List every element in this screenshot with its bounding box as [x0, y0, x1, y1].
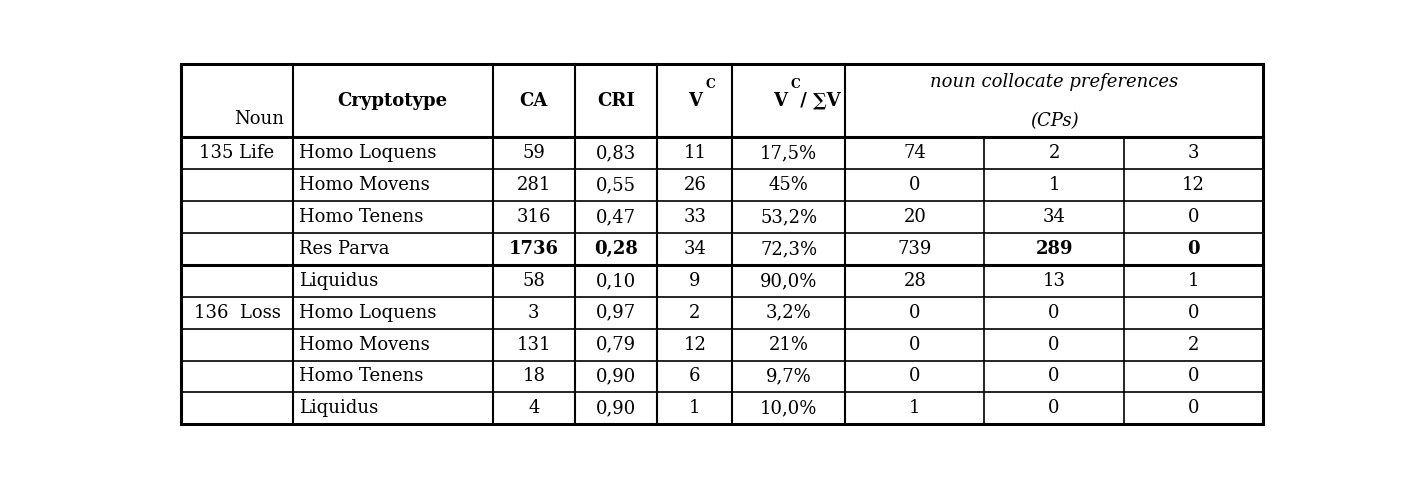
Text: 1736: 1736: [509, 240, 559, 258]
Text: 0,28: 0,28: [594, 240, 639, 258]
Text: CA: CA: [519, 91, 547, 110]
Text: Liquidus: Liquidus: [300, 399, 378, 417]
Text: 2: 2: [1188, 336, 1199, 354]
Text: 0: 0: [909, 304, 920, 322]
Text: 0: 0: [1188, 368, 1199, 385]
Text: 289: 289: [1036, 240, 1072, 258]
Text: 1: 1: [1048, 176, 1059, 194]
Text: Homo Movens: Homo Movens: [300, 336, 431, 354]
Text: V: V: [772, 91, 787, 110]
Text: 9: 9: [689, 272, 701, 290]
Text: 3: 3: [528, 304, 539, 322]
Text: 0: 0: [909, 336, 920, 354]
Text: / ∑V: / ∑V: [795, 91, 841, 110]
Text: 13: 13: [1043, 272, 1065, 290]
Text: 21%: 21%: [768, 336, 809, 354]
Text: 0: 0: [1188, 399, 1199, 417]
Text: Noun: Noun: [234, 110, 284, 128]
Text: V: V: [688, 91, 702, 110]
Text: 12: 12: [684, 336, 706, 354]
Text: Res Parva: Res Parva: [300, 240, 390, 258]
Text: 11: 11: [684, 144, 706, 162]
Text: 1: 1: [689, 399, 701, 417]
Text: 72,3%: 72,3%: [760, 240, 817, 258]
Text: 9,7%: 9,7%: [765, 368, 812, 385]
Text: Homo Movens: Homo Movens: [300, 176, 431, 194]
Text: 12: 12: [1182, 176, 1204, 194]
Text: 4: 4: [528, 399, 539, 417]
Text: (CPs): (CPs): [1030, 112, 1078, 130]
Text: 20: 20: [903, 208, 926, 226]
Text: CRI: CRI: [597, 91, 635, 110]
Text: 0,97: 0,97: [597, 304, 636, 322]
Text: 3,2%: 3,2%: [765, 304, 812, 322]
Text: 0,90: 0,90: [597, 368, 636, 385]
Text: 0: 0: [1188, 208, 1199, 226]
Text: 1: 1: [1188, 272, 1199, 290]
Text: 0,55: 0,55: [597, 176, 636, 194]
Text: 10,0%: 10,0%: [760, 399, 817, 417]
Text: 281: 281: [516, 176, 552, 194]
Text: 0: 0: [1048, 368, 1059, 385]
Text: 34: 34: [684, 240, 706, 258]
Text: 0: 0: [1048, 336, 1059, 354]
Text: 53,2%: 53,2%: [760, 208, 817, 226]
Text: 135 Life: 135 Life: [200, 144, 274, 162]
Text: 316: 316: [516, 208, 552, 226]
Text: 2: 2: [689, 304, 701, 322]
Text: 45%: 45%: [768, 176, 809, 194]
Text: 3: 3: [1188, 144, 1199, 162]
Text: 17,5%: 17,5%: [760, 144, 817, 162]
Text: 0: 0: [1188, 240, 1200, 258]
Text: 0,83: 0,83: [597, 144, 636, 162]
Text: 136  Loss: 136 Loss: [194, 304, 280, 322]
Text: 0,79: 0,79: [597, 336, 636, 354]
Text: Liquidus: Liquidus: [300, 272, 378, 290]
Text: 74: 74: [903, 144, 926, 162]
Text: 28: 28: [903, 272, 926, 290]
Text: 18: 18: [522, 368, 546, 385]
Text: 0: 0: [1048, 304, 1059, 322]
Text: 0: 0: [909, 368, 920, 385]
Text: Homo Loquens: Homo Loquens: [300, 304, 436, 322]
Text: 0,90: 0,90: [597, 399, 636, 417]
Text: 0: 0: [1048, 399, 1059, 417]
Text: 0,47: 0,47: [597, 208, 636, 226]
Text: Homo Tenens: Homo Tenens: [300, 368, 424, 385]
Text: C: C: [705, 78, 715, 91]
Text: 2: 2: [1048, 144, 1059, 162]
Text: noun collocate preferences: noun collocate preferences: [930, 73, 1178, 91]
Text: 131: 131: [516, 336, 552, 354]
Text: 59: 59: [522, 144, 546, 162]
Text: 0: 0: [1188, 304, 1199, 322]
Text: Homo Tenens: Homo Tenens: [300, 208, 424, 226]
Text: 33: 33: [684, 208, 706, 226]
Text: 0,10: 0,10: [597, 272, 636, 290]
Text: 90,0%: 90,0%: [760, 272, 817, 290]
Text: Cryptotype: Cryptotype: [338, 91, 447, 110]
Text: 6: 6: [689, 368, 701, 385]
Text: Homo Loquens: Homo Loquens: [300, 144, 436, 162]
Text: 1: 1: [909, 399, 920, 417]
Text: C: C: [791, 78, 801, 91]
Text: 739: 739: [898, 240, 931, 258]
Text: 58: 58: [522, 272, 546, 290]
Text: 34: 34: [1043, 208, 1065, 226]
Text: 26: 26: [684, 176, 706, 194]
Text: 0: 0: [909, 176, 920, 194]
